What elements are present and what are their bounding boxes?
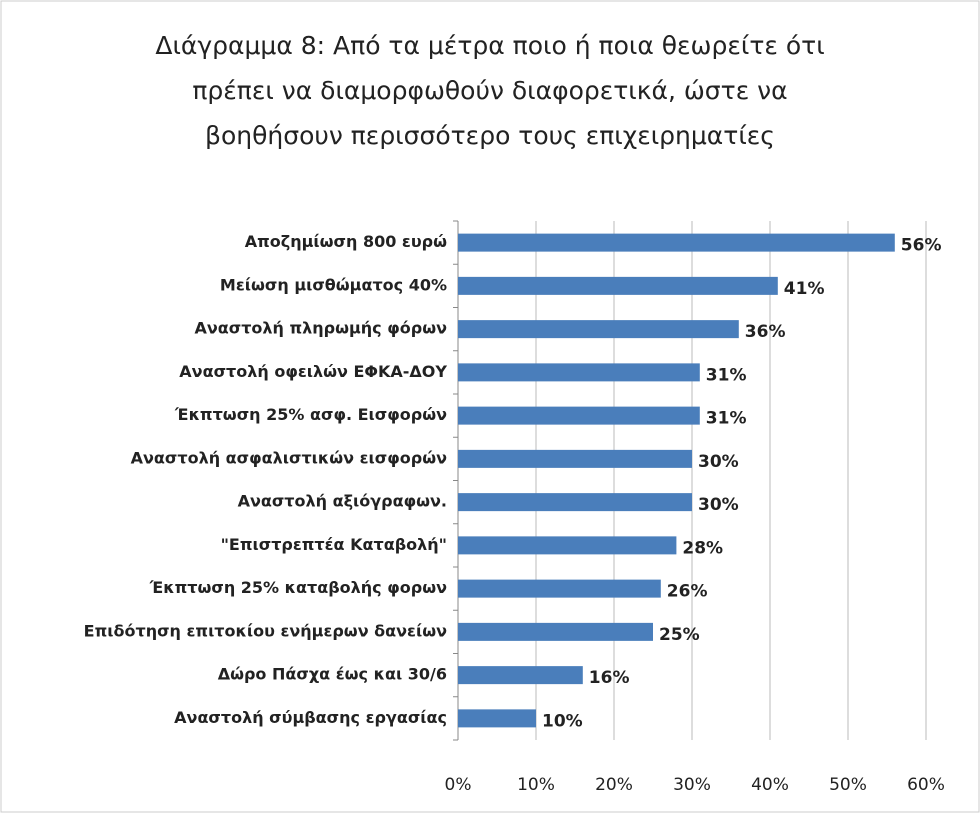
bar: [458, 493, 692, 512]
y-tick-label: Αναστολή σύμβασης εργασίας: [174, 708, 447, 727]
y-tick-label: Αποζημίωση 800 ευρώ: [245, 232, 447, 251]
data-label: 56%: [901, 236, 942, 256]
x-tick-label: 30%: [673, 775, 711, 795]
x-tick-label: 40%: [751, 775, 789, 795]
bar: [458, 622, 653, 641]
data-label: 26%: [667, 582, 708, 602]
data-label: 16%: [589, 668, 630, 688]
bar: [458, 536, 677, 555]
chart-title: πρέπει να διαμορφωθούν διαφορετικά, ώστε…: [192, 76, 787, 105]
bar: [458, 449, 692, 468]
data-label: 31%: [706, 409, 747, 429]
y-tick-label: Μείωση μισθώματος 40%: [220, 275, 447, 294]
data-label: 28%: [682, 538, 723, 558]
bar: [458, 233, 895, 252]
data-label: 31%: [706, 365, 747, 385]
y-tick-label: Αναστολή αξιόγραφων.: [238, 492, 447, 511]
y-tick-label: Αναστολή πληρωμής φόρων: [194, 319, 447, 338]
x-tick-label: 10%: [517, 775, 555, 795]
y-tick-label: Επιδότηση επιτοκίου ενήμερων δανείων: [84, 621, 447, 640]
data-label: 36%: [745, 322, 786, 342]
x-tick-label: 20%: [595, 775, 633, 795]
y-tick-label: Δώρο Πάσχα έως και 30/6: [218, 665, 447, 684]
x-tick-label: 50%: [829, 775, 867, 795]
data-label: 30%: [698, 495, 739, 515]
data-label: 30%: [698, 452, 739, 472]
chart-title: Διάγραμμα 8: Από τα μέτρα ποιο ή ποια θε…: [155, 31, 824, 60]
bar: [458, 363, 700, 382]
y-tick-label: Αναστολή οφειλών ΕΦΚΑ-ΔΟΥ: [179, 362, 447, 381]
bar: [458, 709, 536, 728]
y-tick-label: Αναστολή ασφαλιστικών εισφορών: [131, 448, 447, 467]
y-tick-label: "Επιστρεπτέα Καταβολή": [221, 535, 447, 554]
bar: [458, 579, 661, 598]
bar: [458, 320, 739, 339]
data-label: 25%: [659, 625, 700, 645]
x-tick-label: 60%: [907, 775, 945, 795]
y-tick-label: Έκπτωση 25% καταβολής φορων: [149, 578, 447, 597]
data-label: 41%: [784, 279, 825, 299]
x-tick-label: 0%: [445, 775, 472, 795]
chart-title: βοηθήσουν περισσότερο τους επιχειρηματίε…: [205, 121, 775, 150]
bar: [458, 666, 583, 685]
bar: [458, 276, 778, 295]
data-label: 10%: [542, 711, 583, 731]
bar: [458, 406, 700, 425]
y-tick-label: Έκπτωση 25% ασφ. Εισφορών: [174, 405, 447, 424]
